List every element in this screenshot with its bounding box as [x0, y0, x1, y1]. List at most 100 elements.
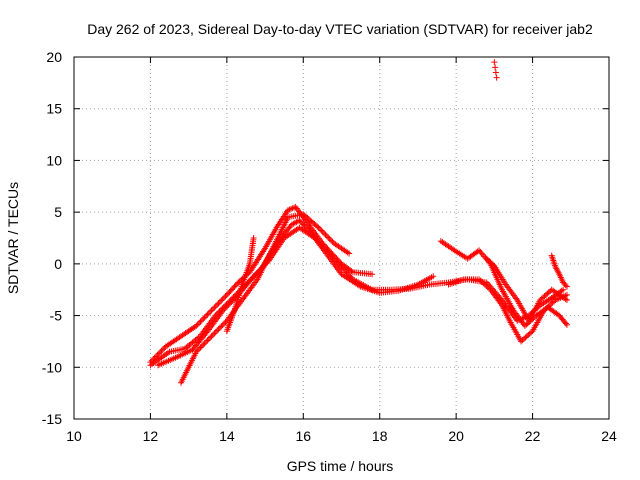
data-point	[523, 321, 530, 328]
plot-frame	[73, 56, 610, 420]
data-point	[212, 303, 219, 310]
data-point	[563, 283, 570, 290]
data-point	[321, 230, 328, 237]
data-point	[315, 239, 322, 246]
data-point	[491, 59, 498, 66]
data-point	[334, 259, 341, 266]
data-point	[234, 280, 241, 287]
data-point	[346, 272, 353, 279]
data-point	[218, 297, 225, 304]
data-point	[346, 250, 353, 257]
data-point	[203, 313, 210, 320]
data-point	[301, 222, 308, 229]
data-point	[211, 330, 218, 337]
data-point	[224, 303, 231, 310]
y-tick-label: 20	[46, 49, 62, 65]
data-point	[316, 240, 323, 247]
data-point	[323, 233, 330, 240]
x-tick-label: 14	[219, 428, 235, 444]
data-point	[541, 293, 548, 300]
data-point	[219, 321, 226, 328]
data-point	[348, 268, 355, 275]
data-point	[208, 333, 215, 340]
data-point	[369, 271, 376, 278]
data-point	[330, 255, 337, 262]
data-point	[250, 273, 257, 280]
data-point	[221, 305, 228, 312]
data-point	[329, 254, 336, 261]
data-point	[328, 237, 335, 244]
y-axis-label: SDTVAR / TECUs	[5, 182, 21, 294]
series-track-7	[445, 276, 570, 345]
data-point	[299, 220, 306, 227]
data-point	[159, 346, 166, 353]
data-point	[523, 333, 530, 340]
data-point	[521, 322, 528, 329]
data-point	[528, 329, 535, 336]
data-point	[318, 241, 325, 248]
data-point	[225, 301, 232, 308]
data-point	[314, 223, 321, 230]
data-point	[322, 231, 329, 238]
data-point	[561, 280, 568, 287]
data-point	[232, 282, 239, 289]
data-point	[479, 251, 486, 258]
data-point	[493, 74, 500, 81]
data-point	[480, 280, 487, 287]
data-point	[551, 298, 558, 305]
y-tick-label: -5	[50, 308, 63, 324]
series-track-5	[223, 235, 257, 335]
data-point	[300, 221, 307, 228]
data-point	[477, 277, 484, 284]
data-point	[348, 274, 355, 281]
data-point	[562, 320, 569, 327]
grid	[74, 57, 609, 419]
data-point	[207, 334, 214, 341]
series-track-1	[147, 203, 376, 366]
data-point	[196, 345, 203, 352]
data-point	[555, 269, 562, 276]
data-point	[209, 305, 216, 312]
data-point	[541, 307, 548, 314]
data-point	[208, 307, 215, 314]
data-point	[486, 285, 493, 292]
series-track-9	[548, 252, 570, 290]
data-point	[204, 337, 211, 344]
data-point	[203, 329, 210, 336]
data-point	[228, 286, 235, 293]
y-tick-label: 10	[46, 152, 62, 168]
data-point	[526, 330, 533, 337]
data-point	[200, 341, 207, 348]
data-point	[205, 336, 212, 343]
data-point	[546, 302, 553, 309]
data-point	[194, 347, 201, 354]
data-point	[197, 318, 204, 325]
data-point	[215, 300, 222, 307]
data-point	[540, 294, 547, 301]
data-point	[563, 321, 570, 328]
data-point	[545, 289, 552, 296]
data-point	[339, 265, 346, 272]
y-tick-label: -10	[42, 359, 62, 375]
data-point	[314, 237, 321, 244]
data-point	[476, 276, 483, 283]
data-point	[326, 235, 333, 242]
data-point	[484, 284, 491, 291]
data-point	[483, 282, 490, 289]
data-point	[193, 322, 200, 329]
data-point	[560, 286, 567, 293]
data-point	[198, 343, 205, 350]
data-point	[198, 317, 205, 324]
data-point	[212, 329, 219, 336]
data-point	[430, 273, 437, 280]
x-tick-label: 20	[448, 428, 464, 444]
data-point	[249, 274, 256, 281]
data-point	[155, 350, 162, 357]
data-point	[157, 349, 164, 356]
data-point	[492, 64, 499, 71]
x-tick-label: 24	[601, 428, 617, 444]
series-outliers	[491, 59, 500, 81]
data-point	[481, 281, 488, 288]
data-point	[525, 331, 532, 338]
